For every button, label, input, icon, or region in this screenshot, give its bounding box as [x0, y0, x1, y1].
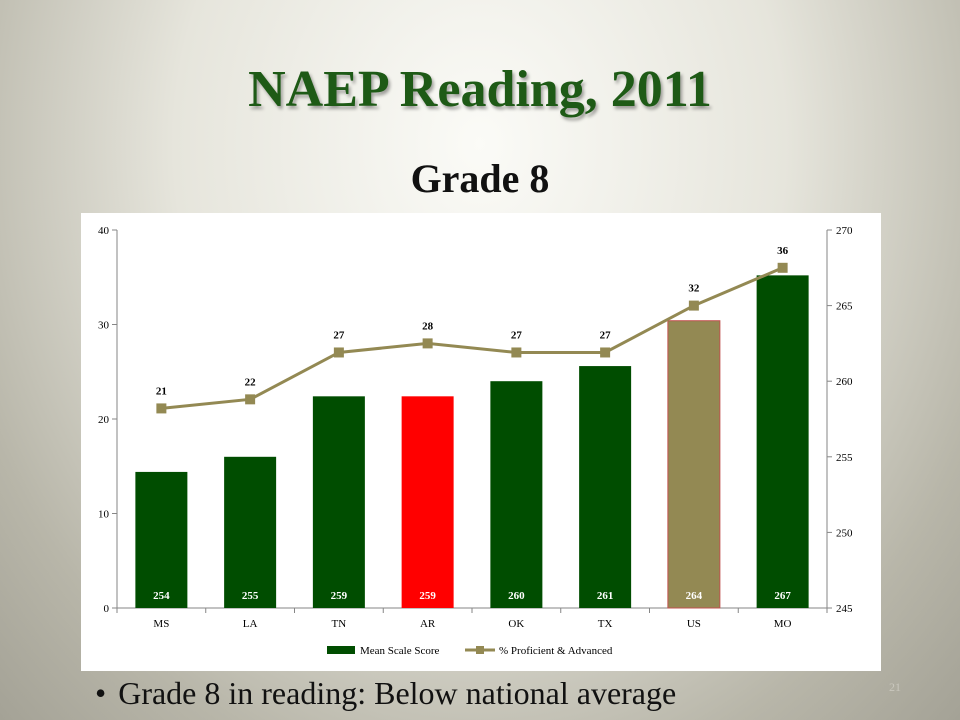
x-category-label: US: [687, 618, 701, 630]
bar-value-label: 267: [774, 590, 791, 602]
proficient-value-label: 27: [511, 329, 523, 341]
bar-mo: [756, 275, 809, 608]
x-category-label: OK: [508, 618, 524, 630]
bar-ok: [490, 381, 543, 608]
bullet-dot: •: [95, 675, 107, 711]
combo-chart: 0 10 20 30 40 245 250 255 260 265 270 254 MS 255 LA 259…: [98, 225, 853, 657]
bar-tx: [579, 366, 632, 608]
slide-title: NAEP Reading, 2011: [248, 61, 712, 118]
legend-bar-swatch: [327, 646, 355, 654]
x-category-label: LA: [243, 618, 258, 630]
bar-la: [224, 456, 277, 608]
bullet-text: Grade 8 in reading: Below national avera…: [118, 675, 677, 711]
proficient-line: [161, 266, 784, 410]
legend-line-label: % Proficient & Advanced: [499, 645, 613, 657]
x-category-label: TN: [332, 618, 347, 630]
bar-tn: [312, 396, 365, 608]
bullet-item: • Grade 8 in reading: Below national aver…: [95, 675, 676, 712]
proficient-value-label: 27: [333, 329, 345, 341]
bar-value-label: 255: [242, 590, 259, 602]
x-category-label: AR: [420, 618, 436, 630]
slide-subtitle: Grade 8: [410, 156, 550, 201]
bar-value-label: 259: [331, 590, 348, 602]
right-tick-label: 270: [836, 225, 853, 237]
chart-panel: 0 10 20 30 40 245 250 255 260 265 270 254 MS 255 LA 259…: [81, 213, 881, 671]
proficient-marker: [156, 403, 167, 414]
proficient-marker: [600, 347, 611, 358]
legend-bar-label: Mean Scale Score: [360, 645, 440, 657]
right-tick-label: 265: [836, 301, 853, 313]
page-number: 21: [889, 680, 901, 694]
proficient-marker: [511, 347, 522, 358]
bar-value-label: 260: [508, 590, 525, 602]
proficient-value-label: 36: [777, 245, 789, 257]
proficient-value-label: 28: [422, 320, 434, 332]
x-category-label: MS: [153, 618, 169, 630]
proficient-marker: [333, 347, 344, 358]
proficient-marker: [422, 338, 433, 349]
right-tick-label: 250: [836, 527, 853, 539]
bar-value-label: 264: [686, 590, 703, 602]
left-tick-label: 10: [98, 509, 110, 521]
legend-line-marker: [476, 646, 484, 654]
x-category-label: MO: [774, 618, 792, 630]
bar-us: [667, 320, 721, 609]
bar-ar: [401, 396, 454, 608]
proficient-marker: [245, 394, 256, 405]
bar-value-label: 261: [597, 590, 614, 602]
proficient-value-label: 22: [245, 376, 257, 388]
right-tick-label: 255: [836, 452, 853, 464]
proficient-marker: [688, 300, 699, 311]
bar-ms: [135, 471, 188, 608]
x-category-label: TX: [598, 618, 613, 630]
proficient-value-label: 32: [688, 283, 700, 295]
proficient-marker: [777, 262, 788, 273]
right-tick-label: 260: [836, 376, 853, 388]
proficient-value-label: 27: [600, 329, 612, 341]
left-tick-label: 40: [98, 225, 110, 237]
bar-value-label: 254: [153, 590, 170, 602]
left-tick-label: 20: [98, 414, 110, 426]
proficient-value-label: 21: [156, 385, 167, 397]
left-tick-label: 0: [104, 603, 110, 615]
left-tick-label: 30: [98, 320, 110, 332]
bar-value-label: 259: [419, 590, 436, 602]
right-tick-label: 245: [836, 603, 853, 615]
